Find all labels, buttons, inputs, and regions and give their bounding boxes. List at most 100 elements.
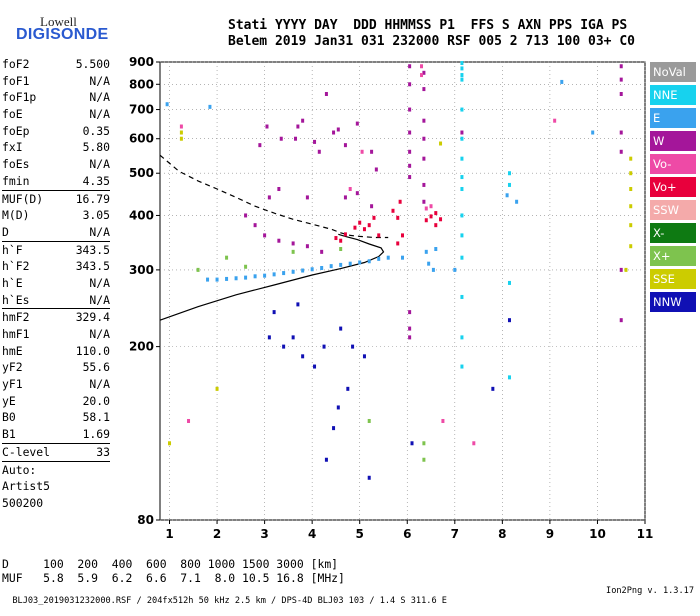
data-point	[434, 247, 438, 252]
data-point	[291, 241, 295, 246]
data-point	[560, 79, 564, 84]
lowell-digisonde-logo: Lowell DIGISONDE	[4, 6, 154, 56]
data-point	[422, 199, 426, 204]
x-tick-label: 4	[308, 527, 316, 541]
scaled-parameters-panel: foF2 5.500 foF1 N/A foF1p N/A foE N/A foEp 0.35 fx…	[2, 56, 110, 512]
data-point	[460, 187, 464, 192]
data-point	[408, 175, 412, 180]
data-point	[265, 124, 269, 129]
y-tick-label: 200	[129, 340, 154, 354]
data-point	[422, 156, 426, 161]
param-value: 3.05	[82, 208, 110, 223]
legend-item-nne: NNE	[650, 85, 696, 105]
data-point	[348, 261, 352, 266]
param-value: N/A	[89, 292, 110, 307]
y-tick-label: 80	[137, 513, 154, 527]
data-point	[263, 273, 267, 278]
data-point	[179, 136, 183, 141]
data-point	[355, 191, 359, 196]
param-key: D	[2, 224, 9, 239]
data-point	[391, 208, 395, 213]
data-point	[272, 310, 276, 315]
muf-distance-row: D 100 200 400 600 800 1000 1500 3000 [km…	[2, 557, 339, 571]
muf-frequency-row: MUF 5.8 5.9 6.2 6.6 7.1 8.0 10.5 16.8 [M…	[2, 571, 345, 585]
data-point	[367, 223, 371, 228]
param-value: 1.69	[82, 427, 110, 442]
data-point	[434, 223, 438, 228]
param-value: 5.80	[82, 140, 110, 155]
param-key: foE	[2, 107, 23, 122]
param-row: MUF(D) 16.79	[2, 189, 110, 208]
data-point	[460, 364, 464, 369]
data-point	[334, 236, 338, 241]
data-point	[422, 87, 426, 92]
data-point	[505, 193, 509, 198]
muf-table: D 100 200 400 600 800 1000 1500 3000 [km…	[2, 557, 345, 585]
data-point	[353, 225, 357, 230]
logo-line-lowell: Lowell	[40, 14, 77, 29]
data-point	[179, 130, 183, 135]
legend-item-x-: X-	[650, 223, 696, 243]
param-key: B0	[2, 410, 16, 425]
param-key: yE	[2, 393, 16, 408]
data-point	[420, 73, 424, 78]
data-point	[282, 344, 286, 349]
param-value: N/A	[89, 327, 110, 341]
logo-line-digisonde: DIGISONDE	[16, 26, 109, 43]
param-value: 343.5	[75, 259, 110, 274]
data-point	[348, 187, 352, 192]
legend-item-sse: SSE	[650, 269, 696, 289]
legend-item-vo-: Vo-	[650, 154, 696, 174]
data-point	[322, 344, 326, 349]
data-point	[244, 213, 248, 218]
polarization-legend: NoVal NNE E W Vo- Vo+ SSW X- X+ SSE NNW	[650, 62, 696, 315]
param-key: yF1	[2, 377, 23, 392]
data-point	[460, 61, 464, 66]
param-row: foF1p N/A	[2, 89, 110, 106]
data-point	[339, 262, 343, 267]
param-row: hmF1 N/A	[2, 326, 110, 343]
data-point	[629, 244, 633, 249]
data-point	[453, 267, 457, 272]
data-point	[282, 271, 286, 276]
data-point	[429, 214, 433, 219]
plot-frame	[159, 61, 646, 521]
data-point	[317, 149, 321, 154]
data-point	[296, 302, 300, 307]
data-point	[358, 220, 362, 225]
param-key: foF1p	[2, 90, 37, 105]
legend-item-noval: NoVal	[650, 62, 696, 82]
param-key: fmin	[2, 173, 30, 188]
data-point	[460, 335, 464, 340]
data-point	[507, 182, 511, 187]
data-point	[279, 136, 283, 141]
data-point	[422, 136, 426, 141]
data-point	[372, 215, 376, 220]
data-point	[441, 418, 445, 423]
data-point	[424, 218, 428, 223]
data-point	[553, 118, 557, 123]
data-point	[491, 386, 495, 391]
legend-item-x-: X+	[650, 246, 696, 266]
param-value: N/A	[89, 90, 110, 105]
data-point	[408, 163, 412, 168]
param-row: h`F2 343.5	[2, 258, 110, 275]
data-point	[339, 238, 343, 243]
data-point	[429, 204, 433, 209]
param-row: foE N/A	[2, 106, 110, 123]
param-value: N/A	[89, 107, 110, 122]
param-value: 58.1	[82, 410, 110, 425]
data-point	[362, 354, 366, 359]
data-point	[401, 233, 404, 238]
data-point	[629, 204, 633, 209]
data-point	[619, 318, 623, 323]
data-point	[408, 149, 412, 154]
data-point	[267, 335, 271, 340]
legend-item-nnw: NNW	[650, 292, 696, 312]
x-tick-label: 8	[498, 527, 506, 541]
param-row: fxI 5.80	[2, 139, 110, 156]
data-point	[294, 136, 298, 141]
data-point	[291, 335, 295, 340]
data-point	[225, 255, 229, 260]
data-point	[398, 199, 402, 204]
